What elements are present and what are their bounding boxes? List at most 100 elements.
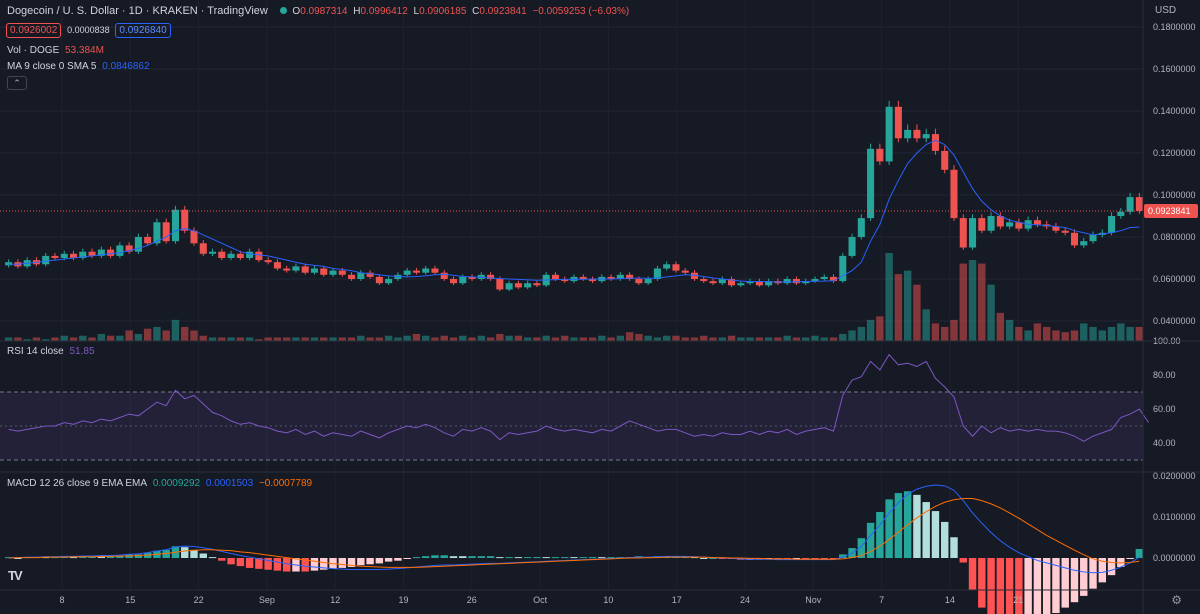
volume-bar bbox=[1015, 326, 1023, 341]
price-tick-label: 0.0800000 bbox=[1153, 232, 1196, 242]
macd-histogram-bar bbox=[468, 556, 476, 558]
volume-bar bbox=[1117, 323, 1125, 341]
macd-label: MACD 12 26 close 9 EMA EMA bbox=[7, 478, 148, 489]
candlesticks[interactable] bbox=[0, 100, 1143, 292]
gear-icon[interactable]: ⚙ bbox=[1171, 593, 1182, 607]
macd-histogram-bar bbox=[1107, 558, 1116, 576]
macd-histogram-bar bbox=[1070, 558, 1079, 603]
candle-body bbox=[922, 134, 930, 139]
volume-bar bbox=[996, 312, 1005, 341]
time-axis[interactable]: 8 15 22 Sep 12 19 26 Oct 10 17 24 Nov 7 14 21 bbox=[59, 595, 1023, 605]
chevron-up-icon: ⌃ bbox=[13, 78, 21, 88]
volume-bar bbox=[1033, 323, 1042, 341]
macd-histogram-bar bbox=[208, 557, 217, 559]
volume-bar bbox=[866, 319, 875, 341]
currency-label[interactable]: USD bbox=[1155, 5, 1177, 16]
volume-bar bbox=[839, 333, 847, 341]
volume-bar bbox=[885, 253, 893, 341]
volume-bar bbox=[496, 333, 504, 341]
macd-histogram-bar bbox=[1024, 558, 1032, 614]
signal-line bbox=[8, 498, 1140, 568]
macd-histogram-bar bbox=[384, 558, 393, 562]
candle-body bbox=[663, 264, 671, 269]
macd-histogram-bar bbox=[1089, 558, 1097, 589]
ma-line bbox=[8, 139, 1140, 283]
candle-body bbox=[1135, 197, 1143, 211]
candle-body bbox=[144, 237, 152, 244]
macd-histogram-bar bbox=[922, 502, 930, 558]
volume-bar bbox=[97, 333, 106, 341]
rsi-tick-label: 80.00 bbox=[1153, 370, 1176, 380]
market-status-icon bbox=[279, 7, 287, 14]
candle-body bbox=[171, 209, 179, 242]
collapse-legend-button[interactable]: ⌃ bbox=[7, 76, 27, 90]
candle-body bbox=[867, 148, 875, 219]
candle-body bbox=[1006, 222, 1014, 227]
candle-body bbox=[227, 253, 235, 258]
ma-polyline bbox=[8, 139, 1140, 283]
candle-body bbox=[199, 243, 207, 254]
candle-body bbox=[42, 255, 50, 265]
candle-body bbox=[1080, 241, 1088, 246]
candle-body bbox=[811, 279, 819, 282]
symbol-legend: Dogecoin / U. S. Dollar · 1D · KRAKEN · … bbox=[7, 5, 632, 17]
macd-hist-value: 0.0009292 bbox=[152, 478, 201, 489]
candle-body bbox=[125, 245, 133, 252]
candle-body bbox=[950, 169, 958, 219]
volume-bar bbox=[1135, 326, 1144, 341]
candle-body bbox=[153, 222, 161, 244]
volume-bar bbox=[542, 335, 550, 341]
candle-body bbox=[616, 274, 624, 279]
macd-histogram-bar bbox=[69, 557, 78, 559]
candle-body bbox=[561, 279, 569, 282]
macd-histogram-bar bbox=[802, 558, 810, 559]
volume-bar bbox=[190, 330, 198, 341]
macd-histogram-bar bbox=[885, 499, 893, 558]
macd-histogram-bar bbox=[588, 557, 597, 559]
macd-histogram-bar bbox=[533, 557, 541, 559]
macd-histogram-bar bbox=[913, 494, 921, 558]
tradingview-logo-icon[interactable]: TV bbox=[8, 568, 23, 583]
time-tick-label: Sep bbox=[259, 595, 275, 605]
volume-bar bbox=[848, 330, 856, 341]
time-tick-label: 12 bbox=[330, 595, 340, 605]
rsi-polyline bbox=[8, 353, 1150, 442]
candle-body bbox=[876, 148, 884, 162]
volume-bar bbox=[1080, 323, 1088, 341]
volume-bar bbox=[505, 335, 513, 341]
symbol-title[interactable]: Dogecoin / U. S. Dollar · 1D · KRAKEN · … bbox=[7, 5, 268, 17]
candle-body bbox=[51, 255, 59, 258]
price-tick-label: 0.0400000 bbox=[1153, 316, 1196, 326]
volume-bar bbox=[468, 337, 476, 341]
volume-bar bbox=[1024, 330, 1032, 341]
volume-bar bbox=[125, 330, 133, 341]
macd-histogram-bar bbox=[941, 521, 949, 558]
price-axis[interactable]: 0.0400000 0.0600000 0.0800000 0.1000000 0.12… bbox=[1144, 22, 1198, 563]
sell-button[interactable]: 0.0926002 bbox=[6, 23, 62, 38]
ma-legend[interactable]: MA 9 close 0 SMA 5 0.0846862 bbox=[7, 61, 153, 72]
macd-histogram-bar bbox=[357, 558, 365, 566]
candle-body bbox=[385, 279, 393, 284]
candle-body bbox=[1126, 197, 1134, 212]
time-tick-label: 7 bbox=[879, 595, 884, 605]
candle-body bbox=[894, 106, 902, 139]
macd-legend[interactable]: MACD 12 26 close 9 EMA EMA 0.0009292 0.0… bbox=[7, 478, 315, 489]
candle-body bbox=[820, 276, 828, 279]
candle-body bbox=[579, 276, 587, 279]
ma-label: MA 9 close 0 SMA 5 bbox=[7, 61, 97, 72]
rsi-legend[interactable]: RSI 14 close 51.85 bbox=[7, 346, 98, 357]
volume-bar bbox=[273, 337, 282, 341]
ma-value: 0.0846862 bbox=[102, 61, 150, 72]
macd-histogram-bar bbox=[876, 511, 884, 558]
buy-button[interactable]: 0.0926840 bbox=[115, 23, 171, 38]
volume-bar bbox=[357, 335, 365, 341]
grid-lines bbox=[0, 26, 1143, 322]
volume-bar bbox=[950, 319, 958, 341]
volume-bar bbox=[598, 335, 606, 341]
volume-bar bbox=[88, 337, 96, 341]
volume-legend[interactable]: Vol · DOGE 53.384M bbox=[7, 45, 107, 56]
candle-body bbox=[496, 279, 504, 290]
price-tick-label: 0.1400000 bbox=[1153, 106, 1196, 116]
